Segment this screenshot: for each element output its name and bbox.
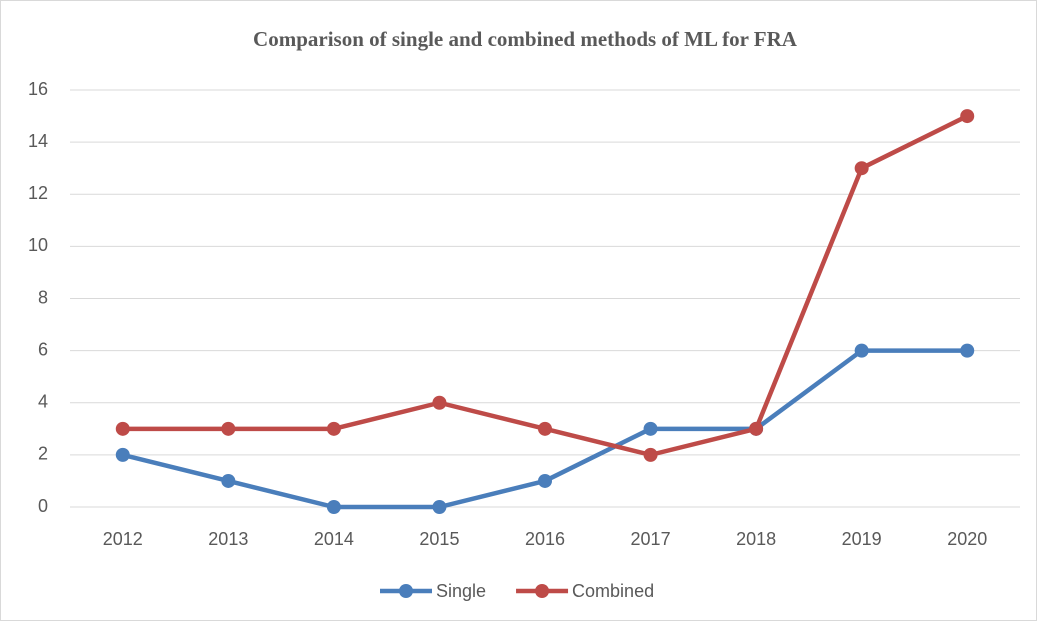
x-tick-label: 2014: [314, 529, 354, 549]
data-point: [432, 395, 447, 410]
data-point: [115, 421, 130, 436]
y-tick-label: 16: [28, 79, 48, 99]
y-tick-label: 2: [38, 444, 48, 464]
y-tick-label: 8: [38, 287, 48, 307]
data-point: [221, 421, 236, 436]
legend-marker: [399, 584, 413, 598]
x-tick-label: 2020: [947, 529, 987, 549]
x-tick-label: 2017: [631, 529, 671, 549]
y-tick-label: 0: [38, 496, 48, 516]
data-point: [960, 343, 975, 358]
data-point: [749, 421, 764, 436]
x-tick-label: 2018: [736, 529, 776, 549]
data-point: [538, 421, 552, 436]
data-point: [854, 161, 869, 176]
x-tick-label: 2016: [525, 529, 565, 549]
x-tick-label: 2012: [103, 529, 143, 549]
data-point: [643, 421, 658, 436]
data-point: [854, 343, 869, 358]
data-point: [538, 473, 552, 488]
y-tick-label: 12: [28, 183, 48, 203]
legend-label: Single: [436, 581, 486, 601]
data-point: [432, 500, 447, 514]
data-point: [643, 447, 658, 462]
chart-title: Comparison of single and combined method…: [253, 27, 798, 51]
y-tick-label: 14: [28, 131, 48, 151]
y-tick-label: 4: [38, 392, 48, 412]
data-point: [326, 421, 341, 436]
data-point: [326, 500, 341, 514]
data-point: [115, 447, 130, 462]
x-tick-label: 2019: [842, 529, 882, 549]
x-tick-label: 2013: [208, 529, 248, 549]
y-tick-label: 10: [28, 235, 48, 255]
x-tick-label: 2015: [419, 529, 459, 549]
data-point: [221, 473, 236, 488]
legend-label: Combined: [572, 581, 654, 601]
legend-marker: [535, 584, 550, 598]
data-point: [960, 109, 975, 124]
y-tick-label: 6: [38, 339, 48, 359]
